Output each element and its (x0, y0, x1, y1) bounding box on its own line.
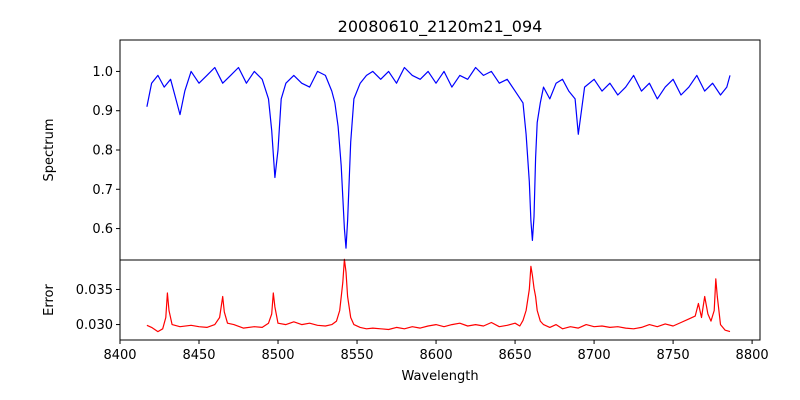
y-axis-label-error: Error (42, 284, 57, 316)
x-tick-label-5: 8650 (499, 348, 532, 363)
x-tick-label-3: 8550 (340, 348, 373, 363)
y-tick-label-0-2: 0.8 (92, 144, 113, 159)
series-line-1 (146, 258, 731, 333)
x-tick-label-0: 8400 (103, 348, 136, 363)
x-axis: 8400 8450 8500 8550 8600 8650 8700 8750 8800 (103, 340, 769, 363)
x-tick-label-4: 8600 (420, 348, 453, 363)
x-tick-label-1: 8450 (182, 348, 215, 363)
chart-title: 20080610_2120m21_094 (338, 17, 543, 37)
y-tick-label-0-3: 0.9 (92, 104, 113, 119)
panel-frame-0 (119, 39, 761, 261)
y-tick-label-0-4: 1.0 (92, 65, 113, 80)
y-tick-label-0-0: 0.6 (92, 222, 113, 237)
y-axis-label-spectrum: Spectrum (42, 119, 57, 182)
x-tick-label-6: 8700 (578, 348, 611, 363)
panel-frame-1 (119, 259, 761, 341)
y-tick-label-1-1: 0.035 (76, 283, 113, 298)
y-tick-label-0-1: 0.7 (92, 183, 113, 198)
x-axis-label: Wavelength (401, 369, 478, 384)
y-tick-label-1-0: 0.030 (76, 318, 113, 333)
x-tick-label-8: 8800 (736, 348, 769, 363)
series-line-0 (146, 66, 731, 249)
x-tick-label-7: 8750 (657, 348, 690, 363)
spectrum-panel: 0.6 0.7 0.8 0.9 1.0 (92, 39, 761, 261)
error-panel: 0.030 0.035 (76, 258, 761, 341)
x-tick-label-2: 8500 (261, 348, 294, 363)
